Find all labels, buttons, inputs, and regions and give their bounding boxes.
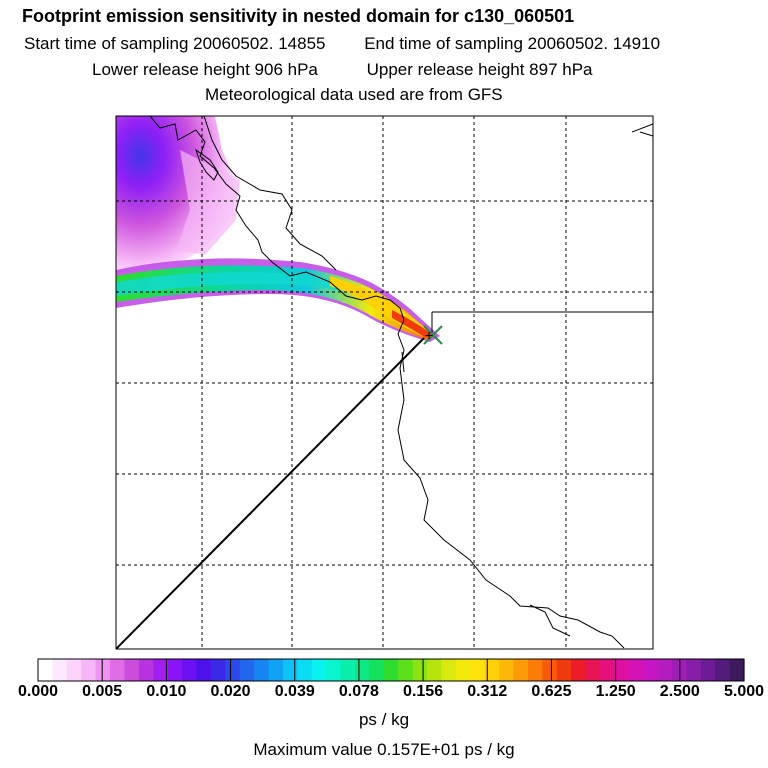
colorbar-cell (513, 659, 529, 681)
colorbar-ticks (37, 659, 745, 681)
colorbar-cell (138, 659, 154, 681)
colorbar-tick-label: 2.500 (659, 683, 700, 700)
sampling-times: Start time of sampling 20060502. 14855 E… (24, 34, 660, 54)
colorbar-cell (369, 659, 385, 681)
plume-core-cyan (116, 272, 368, 300)
coastline-island (195, 148, 219, 181)
map-area (116, 116, 653, 649)
lat-lon-grid (116, 116, 653, 649)
colorbar-cell (470, 659, 486, 681)
colorbar-cell (527, 659, 543, 681)
colorbar-cell (427, 659, 443, 681)
release-upper: Upper release height 897 hPa (366, 60, 593, 79)
colorbar-tick-labels: 0.000 0.005 0.010 0.020 0.039 0.078 0.156 0.312… (0, 683, 768, 705)
colorbar-cell (340, 659, 356, 681)
colorbar-cell (239, 659, 255, 681)
colorbar-cell (38, 659, 54, 681)
colorbar-cell (167, 659, 183, 681)
colorbar-cell (81, 659, 97, 681)
state-border (203, 116, 337, 271)
colorbar-cell (383, 659, 399, 681)
sampling-end: End time of sampling 20060502. 14910 (364, 34, 661, 53)
map-frame (115, 115, 654, 650)
colorbar-cell (182, 659, 198, 681)
colorbar-cell (196, 659, 212, 681)
colorbar-tick-label: 5.000 (723, 683, 765, 700)
colorbar-cell (441, 659, 457, 681)
colorbar-cell (686, 659, 702, 681)
coastline (149, 116, 625, 649)
sensitivity-field-pale (176, 150, 240, 255)
colorbar-tick-label: 0.156 (403, 683, 444, 700)
sampling-start: Start time of sampling 20060502. 14855 (24, 34, 326, 53)
colorbar-tick-label: 0.010 (146, 683, 187, 700)
colorbar-cell (153, 659, 169, 681)
colorbar-unit: ps / kg (358, 710, 410, 729)
colorbar-cell (614, 659, 630, 681)
colorbar-cell (412, 659, 428, 681)
colorbar-cell (542, 659, 558, 681)
receptor-marker: + (423, 325, 443, 345)
colorbar-tick-label: 0.000 (17, 683, 59, 700)
colorbar-tick-label: 1.250 (595, 683, 636, 700)
colorbar-cell (715, 659, 731, 681)
colorbar-cell (484, 659, 500, 681)
colorbar-cell (268, 659, 284, 681)
colorbar-cell (124, 659, 140, 681)
colorbar-tick-label: 0.039 (274, 683, 315, 700)
met-source: Meteorological data used are from GFS (205, 85, 503, 104)
map-title: Footprint emission sensitivity in nested… (22, 6, 575, 26)
coastline-sw (401, 351, 405, 373)
colorbar-tick-label: 0.625 (531, 683, 572, 700)
colorbar-cell (311, 659, 327, 681)
colorbar-cell (455, 659, 471, 681)
maximum-value: Maximum value 0.157E+01 ps / kg (253, 740, 515, 759)
colorbar-cell (95, 659, 111, 681)
release-lower: Lower release height 906 hPa (92, 60, 318, 79)
colorbar (38, 659, 745, 681)
colorbar-cell (585, 659, 601, 681)
colorbar-tick-label: 0.312 (467, 683, 508, 700)
release-heights: Lower release height 906 hPa Upper relea… (92, 60, 593, 80)
domain-diagonal-line (116, 337, 425, 649)
plume-core-max (392, 310, 432, 338)
colorbar-cell (499, 659, 515, 681)
colorbar-cell (225, 659, 241, 681)
colorbar-tick-label: 0.005 (82, 683, 123, 700)
colorbar-cell (52, 659, 68, 681)
colorbar-cell (599, 659, 615, 681)
colorbar-tick-label: 0.078 (338, 683, 379, 700)
colorbar-cell (628, 659, 644, 681)
coastline-ne (631, 123, 653, 137)
colorbar-cell (254, 659, 270, 681)
colorbar-cell (354, 659, 370, 681)
colorbar-cell (282, 659, 298, 681)
colorbar-cell (110, 659, 126, 681)
colorbar-cell (571, 659, 587, 681)
colorbar-cell (326, 659, 342, 681)
colorbar-cell (657, 659, 673, 681)
colorbar-cell (700, 659, 716, 681)
colorbar-cell (643, 659, 659, 681)
colorbar-cell (210, 659, 226, 681)
max-value-marker: + (425, 327, 433, 343)
colorbar-tick-label: 0.020 (210, 683, 251, 700)
colorbar-cell (556, 659, 572, 681)
colorbar-cell (66, 659, 82, 681)
coastline-gulf (529, 604, 571, 637)
colorbar-cell (297, 659, 313, 681)
colorbar-cell (398, 659, 414, 681)
colorbar-cell (729, 659, 745, 681)
